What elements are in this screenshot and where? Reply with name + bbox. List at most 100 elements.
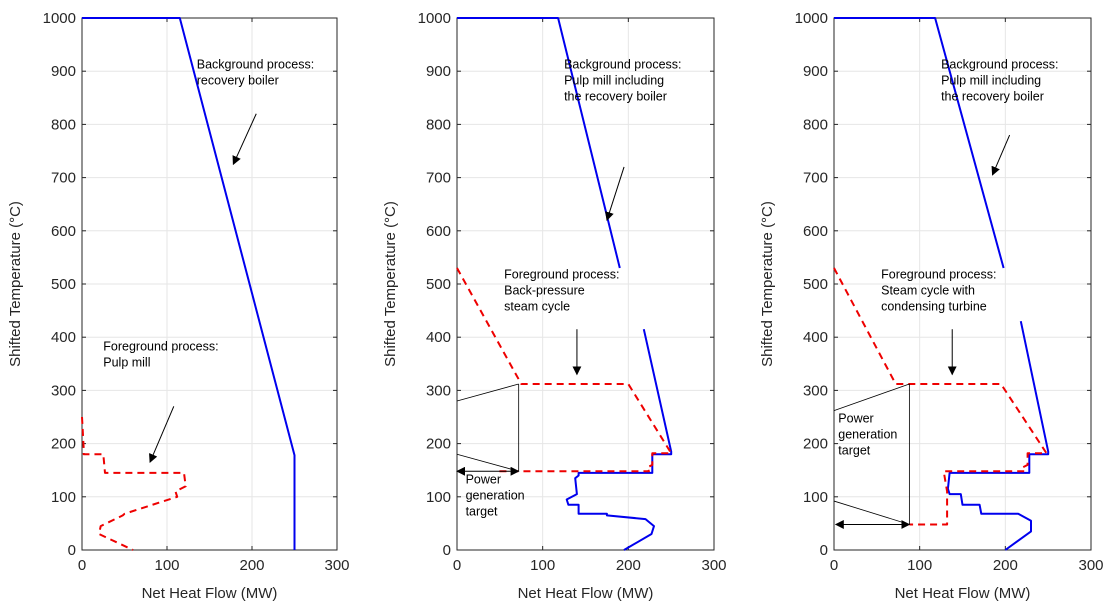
background-curve-1 (834, 17, 1005, 269)
x-tick-label: 0 (830, 557, 838, 574)
x-axis-label: Net Heat Flow (MW) (518, 585, 654, 602)
x-axis-label: Net Heat Flow (MW) (895, 585, 1031, 602)
annotation-text: Background process: Pulp mill including th… (941, 58, 1058, 104)
background-curve-1 (82, 17, 296, 550)
x-tick-label: 300 (324, 557, 349, 574)
target-line (833, 500, 910, 525)
x-tick-label: 200 (616, 557, 641, 574)
annotation-text: Foreground process: Back-pressure steam cy… (504, 268, 619, 314)
annotation-text: Background process: Pulp mill including th… (564, 58, 681, 104)
annotation-line: target (838, 443, 870, 457)
y-tick-label: 300 (426, 382, 451, 399)
foreground-curve-3 (456, 267, 673, 473)
y-tick-label: 900 (803, 63, 828, 80)
annotation-line: Pulp mill including (941, 74, 1041, 88)
y-tick-label: 100 (803, 489, 828, 506)
background-curve-2 (946, 320, 1050, 551)
annotation-arrow (232, 113, 257, 166)
annotation-text: Power generation target (838, 411, 897, 457)
target-line (833, 383, 910, 411)
annotation-text: Foreground process: Steam cycle with conde… (881, 268, 996, 314)
y-tick-label: 600 (803, 223, 828, 240)
annotation-line: generation (838, 427, 897, 441)
y-tick-label: 400 (426, 329, 451, 346)
annotation-line: Foreground process: (504, 268, 619, 282)
annotation-line: Back-pressure (504, 284, 585, 298)
y-tick-label: 1000 (43, 10, 76, 27)
y-tick-label: 700 (426, 170, 451, 187)
annotation-line: the recovery boiler (564, 90, 667, 104)
y-tick-label: 1000 (795, 10, 828, 27)
chart-panel-1: 0 100 200 300 0 100 200 300 400 500 600 700 800 900 10… (7, 10, 350, 602)
background-curve-1 (457, 17, 621, 269)
annotation-line: the recovery boiler (941, 90, 1044, 104)
x-tick-label: 200 (993, 557, 1018, 574)
target-line (456, 453, 519, 472)
annotation-line: Power (838, 411, 873, 425)
y-tick-label: 400 (803, 329, 828, 346)
y-tick-label: 300 (51, 382, 76, 399)
x-tick-label: 100 (530, 557, 555, 574)
x-tick-label: 0 (453, 557, 461, 574)
y-axis-label: Shifted Temperature (°C) (7, 201, 24, 367)
annotation-arrow (149, 406, 175, 464)
x-tick-label: 100 (907, 557, 932, 574)
annotation-line: Power (466, 473, 501, 487)
foreground-curve-3 (833, 267, 1048, 526)
x-tick-label: 200 (239, 557, 264, 574)
annotation-line: recovery boiler (197, 74, 279, 88)
annotation-line: Background process: (941, 58, 1058, 72)
y-tick-label: 800 (803, 116, 828, 133)
annotation-line: Background process: (564, 58, 681, 72)
annotation-line: Pulp mill (103, 356, 150, 370)
y-tick-label: 0 (443, 542, 451, 559)
annotation-arrow (991, 134, 1011, 176)
y-tick-label: 300 (803, 382, 828, 399)
y-tick-label: 200 (803, 436, 828, 453)
annotation-line: target (466, 505, 498, 519)
y-tick-label: 700 (803, 170, 828, 187)
y-tick-label: 0 (68, 542, 76, 559)
y-tick-label: 600 (426, 223, 451, 240)
x-axis-label: Net Heat Flow (MW) (142, 585, 278, 602)
y-tick-label: 500 (51, 276, 76, 293)
y-tick-label: 800 (426, 116, 451, 133)
y-tick-label: 500 (803, 276, 828, 293)
background-curve-2 (565, 328, 673, 551)
chart-panel-3: 0 100 200 300 0 100 200 300 400 500 600 700 800 900 10… (759, 10, 1104, 602)
y-axis-label: Shifted Temperature (°C) (759, 201, 776, 367)
annotation-arrow (605, 166, 625, 222)
y-tick-label: 900 (51, 63, 76, 80)
x-tick-label: 0 (78, 557, 86, 574)
foreground-curve-2 (81, 416, 187, 551)
annotation-line: generation (466, 489, 525, 503)
y-axis-label: Shifted Temperature (°C) (382, 201, 399, 367)
y-tick-label: 800 (51, 116, 76, 133)
y-tick-label: 500 (426, 276, 451, 293)
y-tick-label: 100 (426, 489, 451, 506)
annotation-line: Pulp mill including (564, 74, 664, 88)
y-tick-label: 900 (426, 63, 451, 80)
annotation-line: Foreground process: (881, 268, 996, 282)
y-tick-label: 200 (426, 436, 451, 453)
y-tick-label: 1000 (418, 10, 451, 27)
y-tick-label: 700 (51, 170, 76, 187)
annotation-text: Background process: recovery boiler (197, 58, 314, 88)
annotation-text: Foreground process: Pulp mill (103, 340, 218, 370)
annotation-line: steam cycle (504, 300, 570, 314)
annotation-line: Steam cycle with (881, 284, 975, 298)
annotation-line: Background process: (197, 58, 314, 72)
y-tick-label: 200 (51, 436, 76, 453)
target-line (456, 383, 519, 402)
annotation-text: Power generation target (466, 473, 525, 519)
x-tick-label: 300 (1078, 557, 1103, 574)
x-tick-label: 100 (154, 557, 179, 574)
y-tick-label: 0 (820, 542, 828, 559)
y-tick-label: 400 (51, 329, 76, 346)
y-tick-label: 100 (51, 489, 76, 506)
x-tick-label: 300 (701, 557, 726, 574)
annotation-line: Foreground process: (103, 340, 218, 354)
y-tick-label: 600 (51, 223, 76, 240)
annotation-line: condensing turbine (881, 300, 987, 314)
